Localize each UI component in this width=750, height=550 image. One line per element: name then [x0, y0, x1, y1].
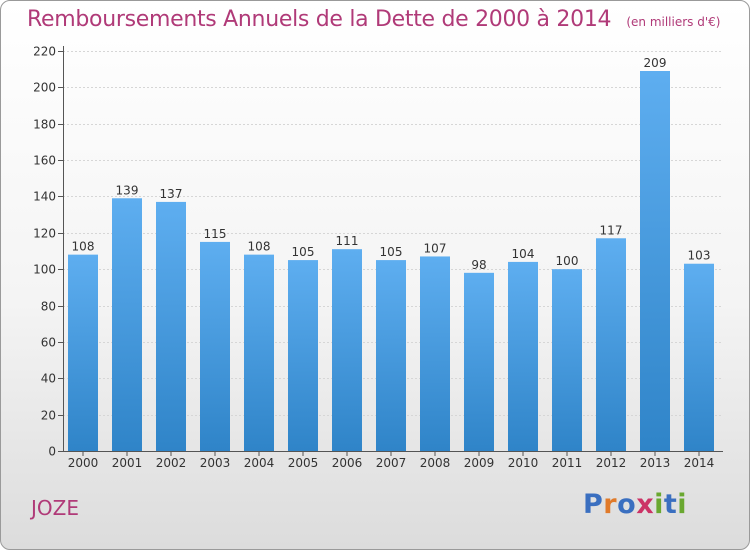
- bar: [200, 241, 230, 451]
- bar: [684, 263, 714, 451]
- x-tick-label: 2005: [288, 456, 319, 470]
- bar: [68, 254, 98, 451]
- logo-letter: P: [583, 489, 604, 520]
- bar: [640, 71, 670, 451]
- data-label: 105: [292, 245, 315, 259]
- data-labels: 108 139 137 115 108 105 111 105 107 98 104 100 117 20…: [72, 56, 711, 272]
- data-label: 103: [688, 249, 711, 263]
- y-tick-label: 220: [33, 45, 56, 59]
- logo-letter: i: [654, 489, 664, 520]
- commune-name: JOZE: [31, 496, 79, 520]
- bar: [508, 261, 538, 451]
- data-label: 111: [336, 234, 359, 248]
- bar: [244, 254, 274, 451]
- data-label: 115: [204, 227, 227, 241]
- x-tick-label: 2004: [244, 456, 275, 470]
- y-tick-label: 100: [33, 263, 56, 277]
- x-tick-label: 2002: [156, 456, 187, 470]
- data-label: 108: [248, 240, 271, 254]
- bar: [156, 201, 186, 451]
- x-tick-label: 2008: [420, 456, 451, 470]
- x-tick-label: 2006: [332, 456, 363, 470]
- y-tick-label: 160: [33, 154, 56, 168]
- bar: [332, 249, 362, 451]
- y-tick-label: 140: [33, 190, 56, 204]
- data-label: 117: [600, 223, 623, 237]
- y-tick-label: 80: [41, 300, 56, 314]
- y-tick-label: 180: [33, 118, 56, 132]
- x-tick-label: 2012: [596, 456, 627, 470]
- logo-letter: x: [636, 489, 655, 520]
- y-tick-label: 60: [41, 336, 56, 350]
- x-tick-label: 2014: [684, 456, 715, 470]
- bar: [112, 198, 142, 451]
- proxiti-logo: Proxiti: [583, 489, 687, 520]
- x-tick-label: 2013: [640, 456, 671, 470]
- bar: [596, 238, 626, 451]
- data-label: 137: [160, 187, 183, 201]
- x-tick-label: 2010: [508, 456, 539, 470]
- logo-letter: t: [663, 489, 678, 520]
- x-tick-label: 2011: [552, 456, 583, 470]
- bar: [420, 256, 450, 451]
- logo-letter: o: [617, 489, 637, 520]
- unit-label: (en milliers d'€): [626, 15, 721, 29]
- data-label: 100: [556, 254, 579, 268]
- axes: 0 20 40 60 80 100 120 140 160 180 200 220 2000 2001 20…: [33, 45, 723, 470]
- chart-title: Remboursements Annuels de la Dette de 20…: [27, 7, 612, 32]
- bar: [288, 260, 318, 451]
- bar: [464, 272, 494, 451]
- y-tick-label: 200: [33, 81, 56, 95]
- x-tick-label: 2009: [464, 456, 495, 470]
- data-label: 108: [72, 240, 95, 254]
- data-label: 104: [512, 247, 535, 261]
- x-tick-label: 2007: [376, 456, 407, 470]
- data-label: 107: [424, 241, 447, 255]
- bar: [552, 269, 582, 451]
- y-tick-label: 0: [48, 445, 56, 459]
- data-label: 209: [644, 56, 667, 70]
- x-tick-label: 2003: [200, 456, 231, 470]
- y-tick-label: 120: [33, 227, 56, 241]
- x-tick-label: 2000: [68, 456, 99, 470]
- bars: [68, 71, 714, 451]
- title-row: Remboursements Annuels de la Dette de 20…: [27, 7, 720, 32]
- logo-letter: i: [677, 489, 688, 520]
- x-tick-label: 2001: [112, 456, 143, 470]
- bar: [376, 260, 406, 451]
- logo-letter: r: [603, 489, 618, 520]
- data-label: 98: [471, 258, 486, 272]
- y-tick-label: 40: [41, 372, 56, 386]
- y-tick-label: 20: [41, 409, 56, 423]
- data-label: 105: [380, 245, 403, 259]
- data-label: 139: [116, 183, 139, 197]
